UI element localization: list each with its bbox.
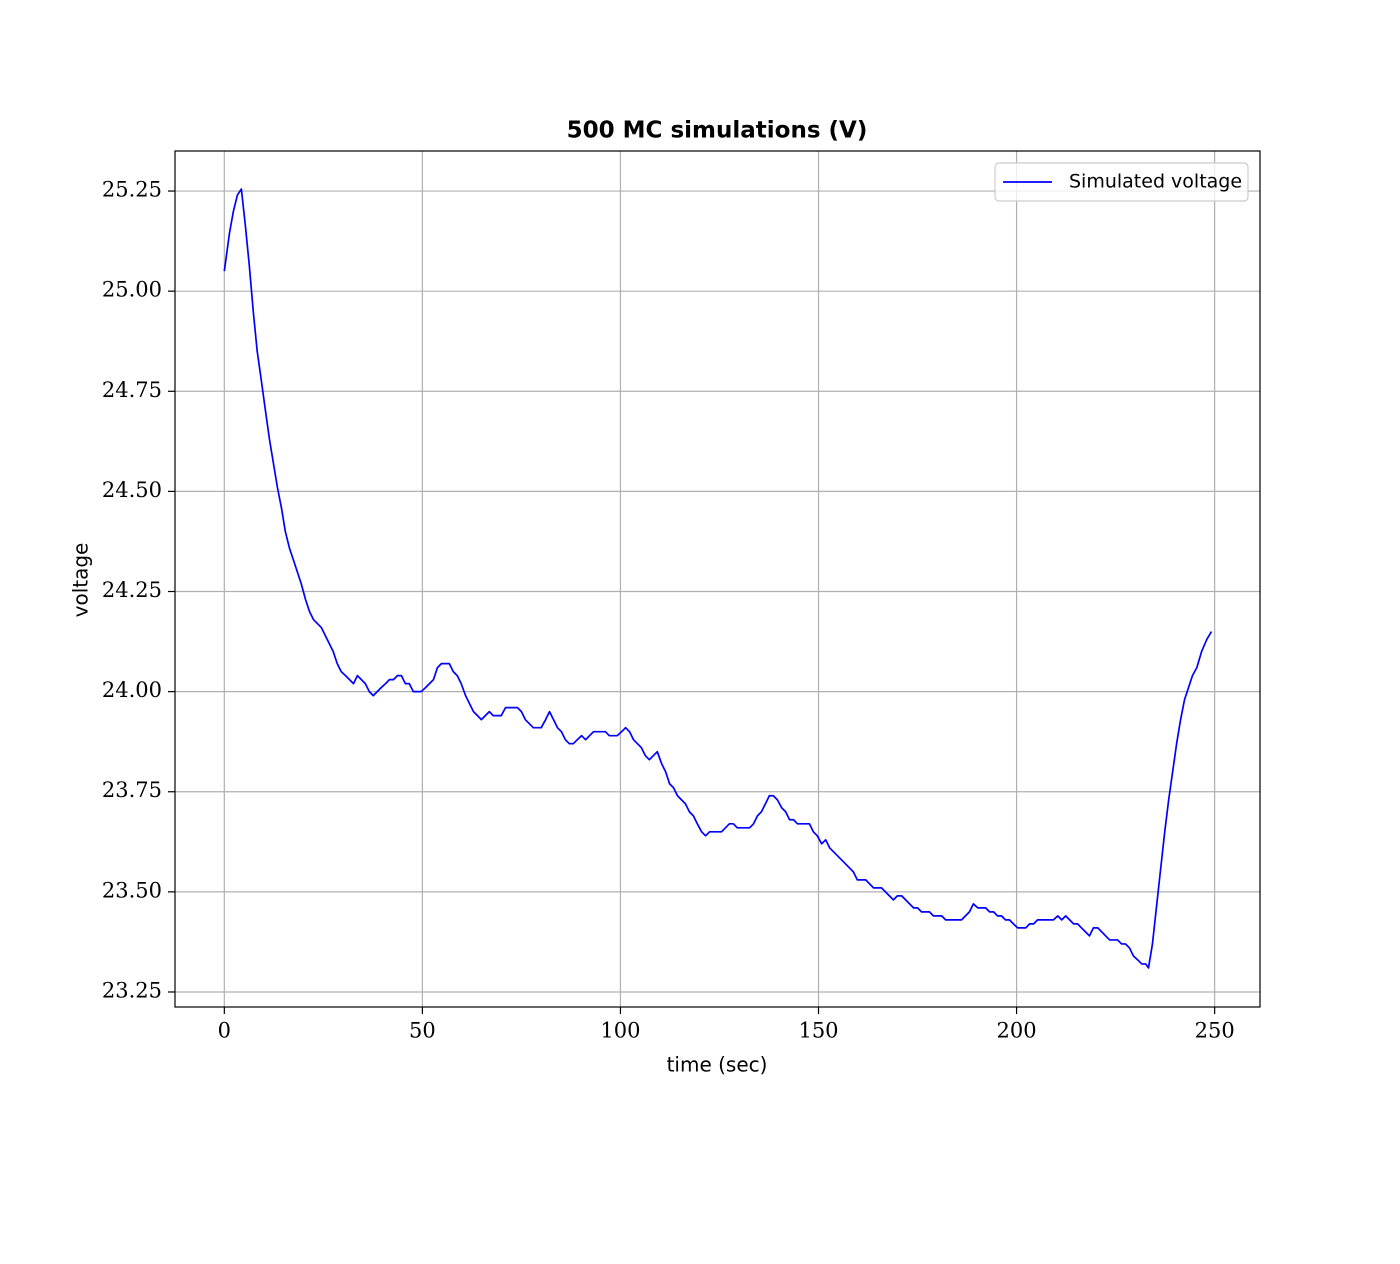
- ticks: 0 50 100 150 200 250 23.25 23.50 23.75 24.00 24.25…: [102, 178, 1235, 1043]
- y-tick-label: 23.75: [102, 778, 162, 802]
- legend-box: [994, 162, 1249, 202]
- data-line: [223, 188, 1213, 969]
- legend-label: Simulated voltage: [1069, 171, 1242, 193]
- plot-frame: [174, 150, 1261, 1008]
- y-tick-label: 25.00: [102, 278, 162, 302]
- grid: [175, 151, 1260, 1007]
- x-tick-label: 200: [997, 1019, 1037, 1043]
- chart-title: 500 MC simulations (V): [567, 118, 868, 144]
- y-tick-label: 23.25: [102, 978, 162, 1002]
- y-tick-label: 24.25: [102, 578, 162, 602]
- y-tick-label: 24.00: [102, 678, 162, 702]
- x-tick-label: 250: [1195, 1019, 1235, 1043]
- x-axis-label: time (sec): [667, 1053, 768, 1077]
- y-axis-label: voltage: [69, 543, 93, 618]
- x-tick-label: 50: [409, 1019, 436, 1043]
- x-tick-label: 150: [798, 1019, 838, 1043]
- y-tick-label: 23.50: [102, 878, 162, 902]
- x-tick-label: 100: [600, 1019, 640, 1043]
- plot: [223, 188, 1213, 969]
- legend: Simulated voltage: [994, 162, 1249, 202]
- y-tick-label: 25.25: [102, 178, 162, 202]
- x-tick-label: 0: [218, 1019, 231, 1043]
- y-tick-label: 24.75: [102, 378, 162, 402]
- y-tick-label: 24.50: [102, 478, 162, 502]
